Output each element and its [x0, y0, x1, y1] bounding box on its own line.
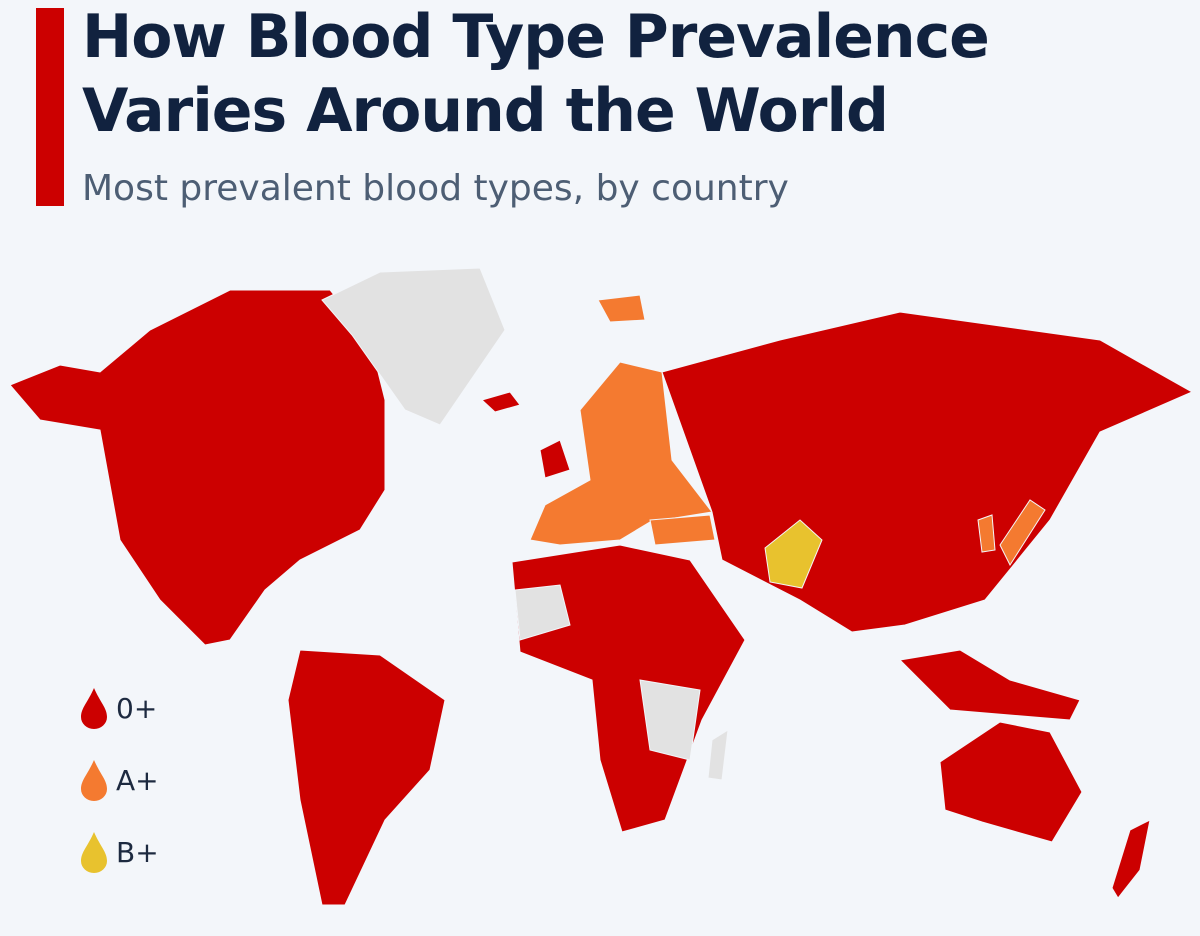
region-uk: [539, 439, 571, 479]
region-europe: [529, 361, 713, 546]
world-map: [9, 267, 1194, 906]
region-japan: [999, 499, 1046, 567]
blood-drop-icon: [81, 760, 107, 801]
subtitle: Most prevalent blood types, by country: [82, 168, 789, 209]
region-australia: [939, 721, 1083, 843]
blood-drop-icon: [81, 832, 107, 873]
region-turkey: [649, 514, 716, 546]
legend-item-a-positive: A+: [78, 744, 159, 816]
legend-label: 0+: [116, 691, 158, 725]
legend-item-b-positive: B+: [78, 816, 159, 888]
region-madagascar: [707, 729, 729, 781]
legend: 0+ A+ B+: [78, 672, 159, 888]
legend-label: A+: [116, 763, 159, 797]
region-korea: [977, 514, 996, 553]
region-svalbard: [597, 294, 646, 323]
region-africa-nodata-east: [639, 679, 701, 761]
region-north-america: [9, 289, 386, 646]
region-asia: [661, 311, 1194, 633]
title-line-2: Varies Around the World: [82, 76, 889, 146]
accent-bar: [36, 8, 64, 206]
region-new-zealand: [1111, 819, 1151, 899]
region-greenland: [321, 267, 506, 426]
page-title: How Blood Type Prevalence Varies Around …: [82, 0, 990, 148]
region-iceland: [481, 391, 521, 413]
region-south-america: [287, 649, 446, 906]
legend-item-o-positive: 0+: [78, 672, 159, 744]
blood-drop-icon: [81, 688, 107, 729]
region-southeast-asia: [898, 649, 1081, 721]
region-pakistan: [764, 519, 823, 589]
region-africa: [511, 544, 746, 833]
legend-label: B+: [116, 835, 159, 869]
title-line-1: How Blood Type Prevalence: [82, 2, 990, 72]
region-africa-nodata-west: [514, 584, 571, 641]
